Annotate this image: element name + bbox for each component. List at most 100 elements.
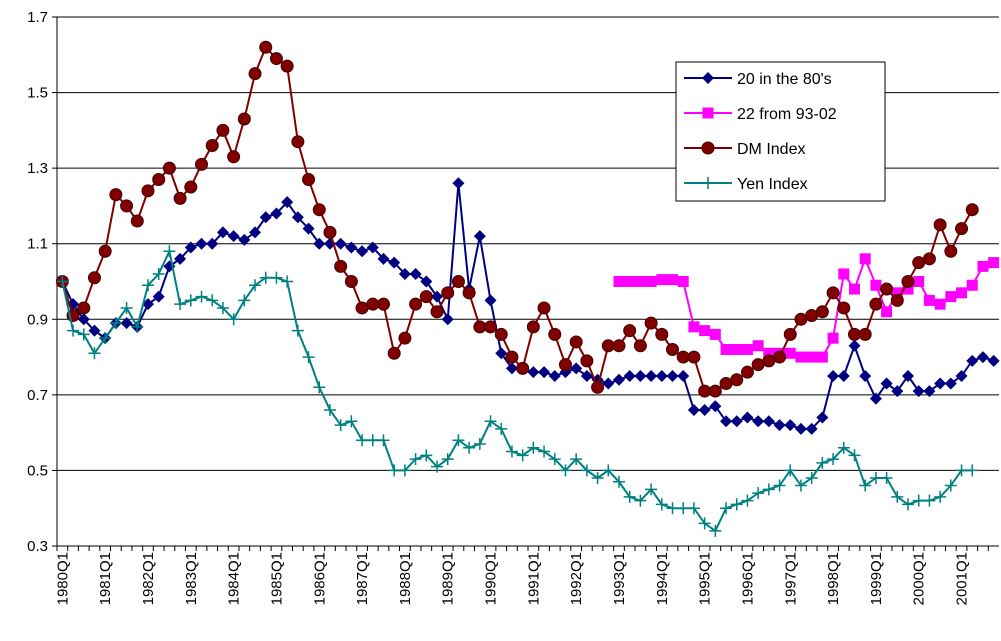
marker	[484, 294, 497, 307]
marker	[934, 490, 947, 503]
marker	[430, 305, 444, 319]
x-tick-label: 1999Q1	[868, 552, 885, 605]
marker	[859, 369, 872, 382]
marker	[527, 366, 540, 379]
marker	[205, 138, 219, 152]
marker	[976, 351, 989, 364]
marker	[773, 350, 787, 364]
marker	[420, 449, 433, 462]
marker	[869, 392, 882, 405]
marker	[934, 298, 946, 310]
marker	[966, 354, 979, 367]
marker	[473, 437, 486, 450]
marker	[152, 290, 165, 303]
marker	[195, 157, 209, 171]
marker	[77, 301, 91, 315]
x-tick-label: 1981Q1	[97, 552, 114, 605]
x-tick-label: 1982Q1	[140, 552, 157, 605]
legend-label: DM Index	[737, 141, 805, 158]
marker	[420, 275, 433, 288]
marker	[955, 222, 969, 236]
marker	[730, 373, 744, 387]
marker	[655, 369, 668, 382]
marker	[98, 244, 112, 258]
marker	[174, 252, 187, 265]
marker	[323, 403, 336, 416]
marker	[934, 377, 947, 390]
marker	[505, 362, 518, 375]
marker	[816, 456, 829, 469]
marker	[912, 494, 925, 507]
marker	[281, 275, 294, 288]
marker	[794, 312, 808, 326]
marker	[526, 320, 540, 334]
marker	[701, 141, 715, 155]
marker	[944, 479, 957, 492]
marker	[699, 325, 711, 337]
marker	[345, 241, 358, 254]
y-tick-label: 0.3	[27, 538, 48, 555]
marker	[784, 464, 797, 477]
marker	[709, 524, 722, 537]
marker	[206, 294, 219, 307]
marker	[955, 464, 968, 477]
x-tick-label: 1995Q1	[697, 552, 714, 605]
marker	[613, 276, 625, 287]
marker	[612, 475, 625, 488]
marker	[419, 290, 433, 304]
marker	[270, 271, 283, 284]
marker	[259, 40, 273, 54]
marker	[837, 441, 850, 454]
marker	[612, 373, 625, 386]
marker	[645, 276, 657, 287]
marker	[270, 207, 283, 220]
x-tick-label: 1998Q1	[825, 552, 842, 605]
marker	[933, 218, 947, 232]
marker	[141, 184, 155, 198]
marker	[580, 369, 593, 382]
y-tick-label: 0.9	[27, 311, 48, 328]
marker	[988, 257, 1000, 269]
marker	[238, 233, 251, 246]
marker	[752, 340, 764, 352]
marker	[462, 286, 476, 300]
marker	[623, 324, 637, 338]
marker	[859, 479, 872, 492]
marker	[216, 226, 229, 239]
marker	[473, 230, 486, 243]
marker	[881, 306, 893, 318]
marker	[709, 328, 721, 340]
marker	[387, 346, 401, 360]
marker	[141, 279, 154, 292]
marker	[548, 369, 561, 382]
marker	[377, 434, 390, 447]
marker	[162, 161, 176, 175]
marker	[837, 301, 851, 315]
marker	[891, 385, 904, 398]
x-tick-label: 1980Q1	[54, 552, 71, 605]
marker	[152, 267, 165, 280]
marker	[966, 279, 978, 291]
x-tick-label: 1986Q1	[311, 552, 328, 605]
y-tick-label: 0.7	[27, 387, 48, 404]
marker	[902, 283, 914, 295]
x-tick-label: 1985Q1	[268, 552, 285, 605]
marker	[259, 271, 272, 284]
marker	[495, 347, 508, 360]
marker	[687, 350, 701, 364]
y-tick-label: 1.5	[27, 85, 48, 102]
marker	[741, 411, 754, 424]
marker	[891, 287, 903, 299]
marker	[302, 222, 315, 235]
marker	[634, 369, 647, 382]
marker	[805, 309, 819, 323]
marker	[838, 268, 850, 280]
marker	[398, 267, 411, 280]
x-tick-label: 1994Q1	[654, 552, 671, 605]
marker	[720, 344, 732, 356]
marker	[505, 350, 519, 364]
series	[56, 245, 979, 537]
marker	[702, 177, 714, 189]
marker	[431, 290, 444, 303]
